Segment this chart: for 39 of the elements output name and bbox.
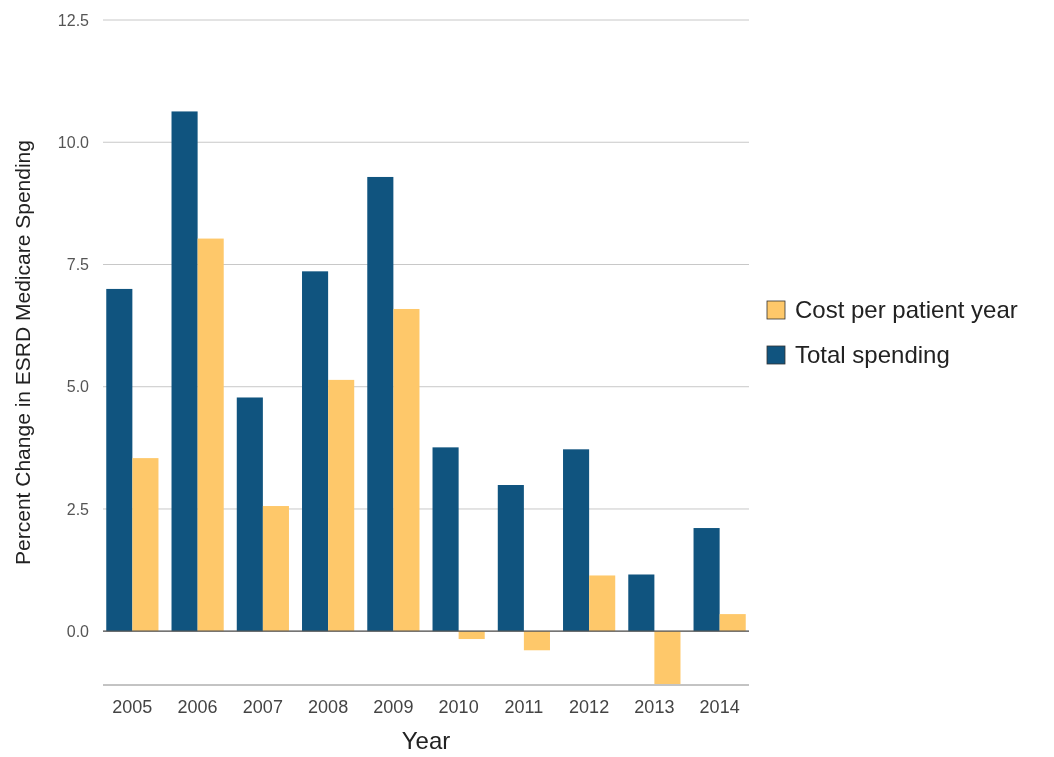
bar [106,288,133,632]
bar [654,631,681,685]
bar [693,528,720,632]
bar [197,238,224,632]
y-tick-label: 5.0 [66,378,90,396]
y-tick-label: 2.5 [66,500,90,518]
bar [171,111,198,632]
x-tick-label: 2012 [569,697,610,717]
x-tick-label: 2006 [177,697,218,717]
y-tick-label: 10.0 [57,133,90,151]
bar [719,614,746,632]
y-axis-title: Percent Change in ESRD Medicare Spending [11,140,34,565]
bar [236,397,263,632]
bar [432,447,459,632]
bar [523,631,550,651]
x-tick-label: 2008 [308,697,349,717]
bar [132,458,159,632]
legend-label: Cost per patient year [795,296,1018,324]
y-tick-label: 0.0 [66,622,90,640]
x-tick-label: 2013 [634,697,675,717]
x-tick-label: 2007 [242,697,283,717]
x-tick-label: 2010 [438,697,479,717]
bar [563,449,590,632]
y-tick-label: 12.5 [57,11,90,29]
x-tick-label: 2005 [112,697,153,717]
bar [328,379,355,632]
x-tick-label: 2009 [373,697,414,717]
bar [497,485,524,632]
bar [393,308,420,632]
x-axis-title: Year [401,727,451,754]
bar [367,176,394,632]
bar [628,574,655,632]
bar [302,271,329,632]
x-tick-label: 2011 [504,697,544,717]
bar [262,506,289,632]
bar [589,575,616,632]
x-tick-label: 2014 [699,697,740,717]
y-tick-label: 7.5 [66,256,90,274]
legend-label: Total spending [795,341,950,369]
